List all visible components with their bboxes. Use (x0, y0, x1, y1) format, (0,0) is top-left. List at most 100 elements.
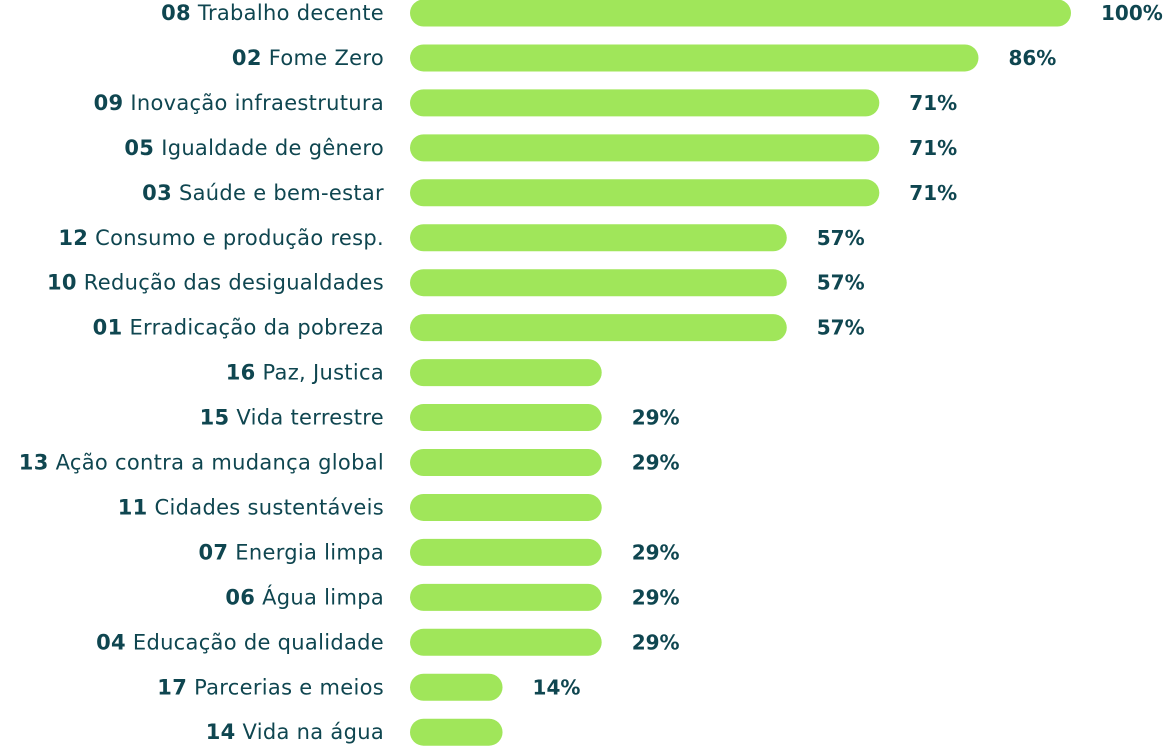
category-label: 06 Água limpa (225, 584, 384, 609)
bar (410, 134, 880, 162)
bar-row-13: 13 Ação contra a mudança global 29% (19, 449, 680, 476)
category-label: 03 Saúde e bem-estar (142, 181, 384, 205)
category-name: Igualdade de gênero (161, 136, 384, 160)
category-number: 16 (226, 361, 256, 385)
category-name: Educação de qualidade (133, 630, 384, 654)
category-number: 15 (200, 406, 230, 430)
category-label: 16 Paz, Justica (226, 361, 384, 385)
bar (410, 583, 602, 611)
category-number: 08 (161, 1, 191, 25)
bar-row-16: 16 Paz, Justica (226, 359, 602, 387)
bar-row-12: 12 Consumo e produção resp. 57% (58, 224, 865, 252)
category-name: Parcerias e meios (194, 675, 384, 699)
category-number: 04 (96, 630, 126, 654)
category-name: Cidades sustentáveis (155, 495, 384, 519)
bar-row-08: 08 Trabalho decente 100% (161, 0, 1163, 27)
bar-row-09: 09 Inovação infraestrutura 71% (94, 89, 957, 117)
category-label: 04 Educação de qualidade (96, 630, 384, 654)
category-name: Trabalho decente (197, 1, 384, 25)
bar (410, 89, 880, 117)
bar (410, 44, 979, 72)
bar (410, 449, 602, 476)
category-number: 14 (206, 720, 236, 744)
category-number: 13 (19, 451, 49, 475)
bar (410, 359, 602, 387)
category-label: 17 Parcerias e meios (157, 675, 384, 699)
category-label: 01 Erradicação da pobreza (93, 316, 384, 340)
bar (410, 0, 1071, 27)
value-label: 57% (817, 226, 865, 250)
category-label: 05 Igualdade de gênero (124, 136, 384, 160)
category-name: Vida na água (243, 720, 384, 744)
bar (410, 493, 602, 521)
bar (410, 224, 787, 252)
category-number: 17 (157, 675, 187, 699)
category-name: Redução das desigualdades (84, 271, 384, 295)
value-label: 29% (632, 585, 680, 609)
category-number: 11 (118, 495, 148, 519)
category-name: Fome Zero (269, 46, 384, 70)
category-number: 10 (47, 271, 77, 295)
category-number: 01 (93, 316, 123, 340)
category-label: 14 Vida na água (206, 720, 384, 744)
value-label: 71% (909, 181, 957, 205)
value-label: 71% (909, 136, 957, 160)
category-number: 12 (58, 226, 88, 250)
category-label: 07 Energia limpa (198, 540, 384, 564)
category-label: 09 Inovação infraestrutura (94, 91, 384, 115)
bar-row-04: 04 Educação de qualidade 29% (96, 628, 680, 656)
bar-row-11: 11 Cidades sustentáveis (118, 493, 602, 521)
bar-row-06: 06 Água limpa 29% (225, 583, 680, 611)
value-label: 100% (1101, 1, 1163, 25)
category-label: 11 Cidades sustentáveis (118, 495, 384, 519)
category-number: 02 (232, 46, 262, 70)
category-label: 10 Redução das desigualdades (47, 271, 384, 295)
value-label: 29% (632, 406, 680, 430)
bar-row-10: 10 Redução das desigualdades 57% (47, 269, 865, 297)
category-name: Erradicação da pobreza (129, 316, 384, 340)
category-label: 02 Fome Zero (232, 46, 384, 70)
category-name: Ação contra a mudança global (56, 451, 384, 475)
value-label: 86% (1008, 46, 1056, 70)
bar (410, 179, 880, 207)
category-name: Água limpa (262, 584, 384, 609)
bar-row-05: 05 Igualdade de gênero 71% (124, 134, 957, 162)
bar-row-17: 17 Parcerias e meios 14% (157, 673, 581, 701)
value-label: 71% (909, 91, 957, 115)
category-number: 07 (198, 540, 228, 564)
value-label: 57% (817, 316, 865, 340)
bar (410, 673, 503, 701)
category-label: 12 Consumo e produção resp. (58, 226, 384, 250)
category-name: Consumo e produção resp. (95, 226, 384, 250)
bar-row-01: 01 Erradicação da pobreza 57% (93, 314, 865, 342)
category-number: 05 (124, 136, 154, 160)
category-number: 06 (225, 585, 255, 609)
bar-row-14: 14 Vida na água (206, 718, 503, 746)
category-name: Vida terrestre (236, 406, 384, 430)
bar-row-07: 07 Energia limpa 29% (198, 538, 680, 566)
category-name: Inovação infraestrutura (130, 91, 384, 115)
bar-row-15: 15 Vida terrestre 29% (200, 404, 680, 432)
bar-row-02: 02 Fome Zero 86% (232, 44, 1056, 72)
value-label: 57% (817, 271, 865, 295)
category-number: 09 (94, 91, 124, 115)
category-label: 15 Vida terrestre (200, 406, 384, 430)
category-name: Energia limpa (235, 540, 384, 564)
bar-row-03: 03 Saúde e bem-estar 71% (142, 179, 957, 207)
category-name: Paz, Justica (263, 361, 385, 385)
value-label: 29% (632, 451, 680, 475)
category-number: 03 (142, 181, 172, 205)
category-label: 13 Ação contra a mudança global (19, 451, 384, 475)
category-label: 08 Trabalho decente (161, 1, 384, 25)
bar (410, 269, 787, 297)
bar (410, 314, 787, 342)
value-label: 14% (533, 675, 581, 699)
bar (410, 404, 602, 432)
category-name: Saúde e bem-estar (179, 181, 384, 205)
bar (410, 718, 503, 746)
value-label: 29% (632, 540, 680, 564)
value-label: 29% (632, 630, 680, 654)
bar (410, 628, 602, 656)
bar (410, 538, 602, 566)
